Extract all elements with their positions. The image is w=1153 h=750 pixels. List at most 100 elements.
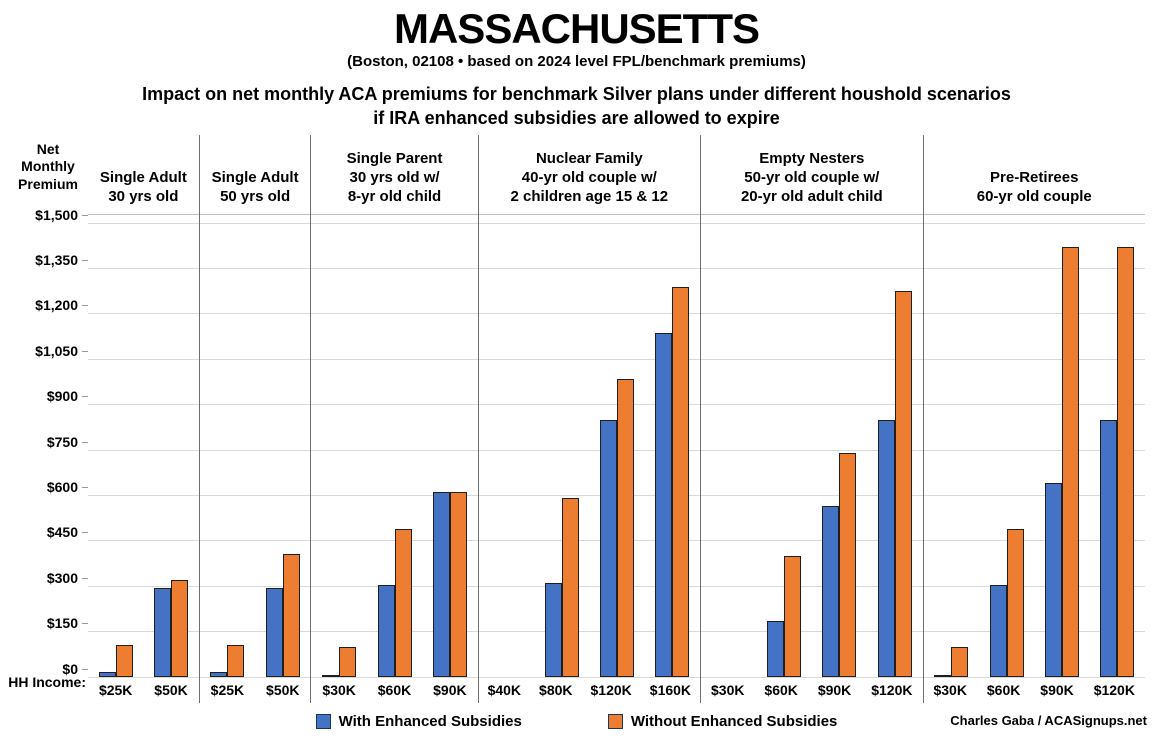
bar-with-enhanced-subsidies	[1100, 419, 1118, 677]
bar-without-enhanced-subsidies	[784, 555, 802, 677]
income-label: $30K	[711, 681, 745, 698]
scenario-group-header-line: Empty Nesters	[759, 150, 865, 168]
page-title: MASSACHUSETTS	[393, 5, 760, 52]
bar-pair	[934, 646, 969, 677]
scenario-group-header: Empty Nesters 50-yr old couple w/20-yr ol…	[701, 135, 922, 214]
gridline	[311, 267, 478, 269]
y-tick-mark	[82, 623, 88, 625]
y-tick-mark	[82, 532, 88, 534]
y-tick-label: $0	[62, 660, 78, 677]
y-tick-label: $900	[46, 388, 78, 405]
bar-without-enhanced-subsidies	[227, 644, 245, 677]
gridline	[701, 676, 923, 678]
y-tick-mark	[82, 441, 88, 443]
bar-without-enhanced-subsidies	[171, 579, 189, 677]
scenario-group-header: Nuclear Family 40-yr old couple w/2 child…	[479, 135, 700, 214]
bar-pairs	[701, 223, 922, 677]
chart-legend: With Enhanced Subsidies Without Enhanced…	[0, 707, 1153, 737]
bar-pair	[1100, 246, 1135, 677]
scenario-group-header-line: 40-yr old couple w/	[521, 169, 657, 186]
gridline	[199, 449, 311, 451]
income-label: $90K	[817, 681, 852, 698]
y-tick-label: $1,200	[35, 297, 78, 314]
legend-swatch-orange	[607, 714, 623, 729]
scenario-group-header: Single Adult 30 yrs old	[88, 135, 199, 214]
bar-pair	[98, 644, 133, 677]
group-plot	[701, 213, 923, 678]
income-label: $25K	[98, 681, 133, 698]
scenario-group-header-line: 60-yr old couple	[976, 187, 1092, 205]
legend-swatch-blue	[315, 714, 331, 729]
y-tick-label: $1,050	[35, 342, 78, 359]
gridline	[199, 267, 311, 269]
gridline	[701, 358, 923, 360]
income-labels-row: $30K $60K $90K	[311, 677, 477, 703]
scenario-group-header-line: Nuclear Family	[535, 150, 643, 168]
bar-pair	[877, 290, 912, 677]
y-tick-mark	[82, 396, 88, 398]
gridline	[923, 313, 1145, 315]
bar-pair	[989, 528, 1024, 677]
scenario-group-header-line: Pre-Retirees	[990, 169, 1079, 186]
bar-pair	[432, 491, 467, 677]
scenario-group-header-line: 50 yrs old	[220, 187, 291, 205]
gridline	[923, 449, 1145, 451]
bar-with-enhanced-subsidies	[265, 587, 283, 677]
gridline	[701, 313, 923, 315]
gridline	[311, 313, 478, 315]
y-tick-mark	[82, 214, 88, 216]
legend-item-with-enhanced: With Enhanced Subsidies	[315, 713, 522, 730]
bar-pair	[265, 553, 300, 677]
bar-with-enhanced-subsidies	[934, 674, 952, 677]
income-label: $30K	[933, 681, 967, 698]
page-subtitle: (Boston, 02108 • based on 2024 level FPL…	[347, 53, 806, 70]
scenario-group-header-line: Single Adult	[211, 169, 299, 186]
gridline	[199, 358, 311, 360]
bar-with-enhanced-subsidies	[154, 587, 172, 677]
bar-with-enhanced-subsidies	[377, 584, 395, 677]
income-label: $50K	[266, 681, 300, 698]
gridline	[701, 267, 923, 269]
bar-with-enhanced-subsidies	[210, 671, 228, 677]
scenario-group-2: Single Adult 50 yrs old $25K $50K	[199, 134, 312, 703]
gridline	[478, 449, 701, 451]
y-tick-label: $750	[46, 433, 78, 450]
bar-pair	[210, 644, 245, 677]
bar-with-enhanced-subsidies	[599, 419, 617, 677]
scenario-group-header: Pre-Retirees 60-yr old couple	[924, 135, 1145, 214]
gridline	[88, 313, 199, 315]
bar-pair	[599, 378, 634, 677]
income-label: $25K	[210, 681, 245, 698]
bar-with-enhanced-subsidies	[655, 332, 673, 677]
legend-item-without-enhanced: Without Enhanced Subsidies	[607, 713, 837, 730]
bar-without-enhanced-subsidies	[1117, 246, 1135, 677]
gridline	[311, 494, 478, 496]
gridline	[88, 449, 199, 451]
income-label: $120K	[590, 681, 632, 698]
gridline	[701, 585, 923, 587]
bar-pairs	[88, 223, 199, 677]
bar-without-enhanced-subsidies	[894, 290, 912, 677]
bar-without-enhanced-subsidies	[561, 497, 579, 677]
bar-pair	[377, 528, 412, 677]
bar-with-enhanced-subsidies	[432, 491, 450, 677]
gridline	[199, 585, 311, 587]
bar-pairs	[200, 223, 311, 677]
gridline	[199, 222, 311, 224]
chart-description: Impact on net monthly ACA premiums for b…	[0, 83, 1153, 131]
y-axis-title: Net Monthly Premium	[18, 140, 78, 192]
income-label: $50K	[154, 681, 188, 698]
y-tick-label: $1,500	[35, 206, 78, 223]
group-plot	[88, 213, 199, 678]
gridline	[311, 449, 478, 451]
scenario-group-5: Empty Nesters 50-yr old couple w/20-yr ol…	[701, 134, 924, 703]
chart-description-line2: if IRA enhanced subsidies are allowed to…	[373, 107, 780, 128]
bar-with-enhanced-subsidies	[822, 505, 840, 677]
bar-with-enhanced-subsidies	[544, 582, 562, 677]
bar-without-enhanced-subsidies	[616, 378, 634, 677]
bar-chart: Net Monthly Premium $1,500 $1,350 $1,200 $1…	[8, 134, 1145, 703]
gridline	[199, 676, 311, 678]
gridline	[88, 358, 199, 360]
gridline	[701, 540, 923, 542]
group-plot	[478, 213, 701, 678]
